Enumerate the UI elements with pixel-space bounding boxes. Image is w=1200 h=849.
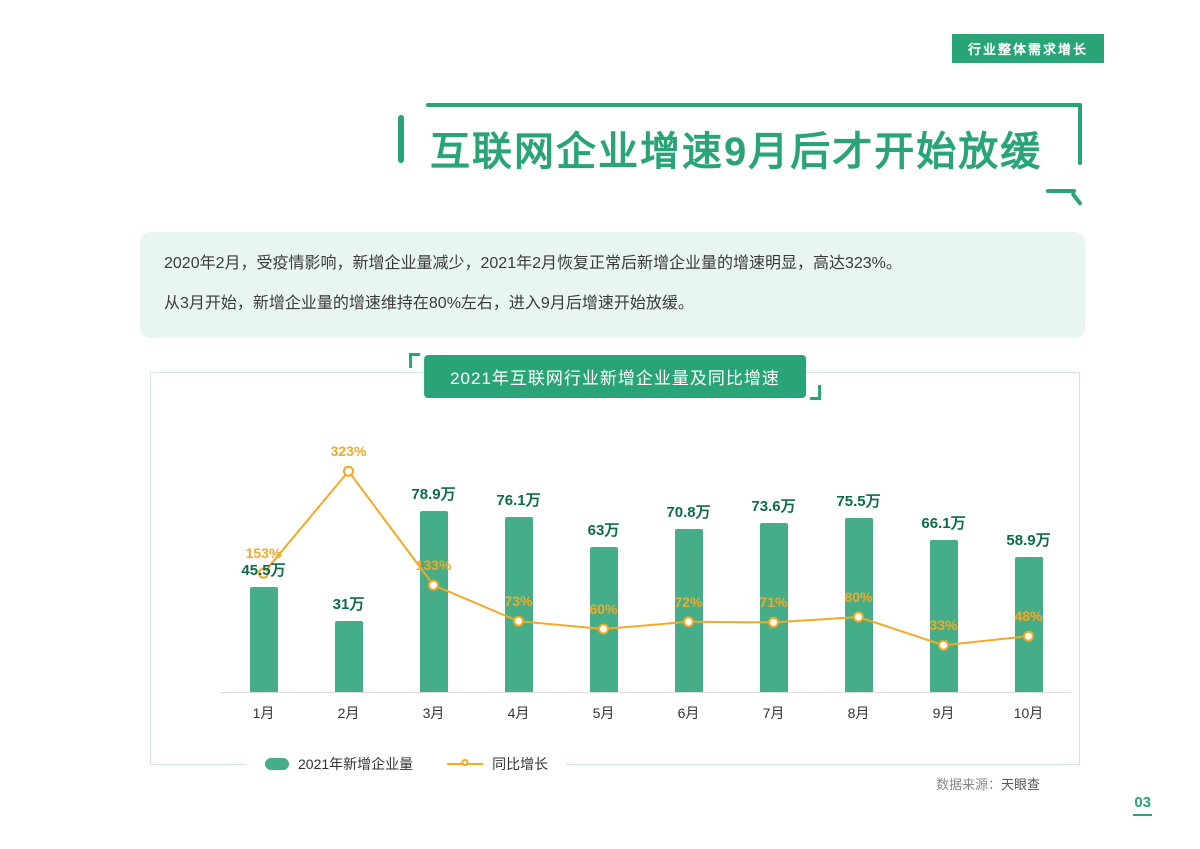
bar-month-6 <box>674 529 703 692</box>
bar-value-label: 76.1万 <box>496 491 541 509</box>
x-axis-label: 3月 <box>422 705 445 721</box>
growth-value-label: 72% <box>674 593 703 610</box>
x-axis-label: 2月 <box>337 705 360 721</box>
bar-value-label: 66.1万 <box>921 514 966 532</box>
page-title: 互联网企业增速9月后才开始放缓 <box>430 130 1043 174</box>
bar-month-5 <box>589 547 618 692</box>
growth-value-label: 73% <box>504 593 533 610</box>
bar-swatch-icon <box>265 758 289 770</box>
x-axis-label: 7月 <box>762 705 785 721</box>
title-decoration-bottom-line <box>1046 189 1076 193</box>
chart-title: 2021年互联网行业新增企业量及同比增速 <box>409 353 821 400</box>
bar-month-3 <box>419 510 448 692</box>
growth-value-label: 33% <box>929 617 958 634</box>
chart-legend: 2021年新增企业量 同比增长 <box>247 753 567 775</box>
title-decoration-top-line <box>426 103 1080 107</box>
growth-value-label: 133% <box>415 557 452 574</box>
data-source-label: 数据来源： <box>935 777 1001 792</box>
x-axis-label: 5月 <box>592 705 615 721</box>
page-number: 03 <box>1133 794 1152 816</box>
bar-value-label: 78.9万 <box>411 485 456 503</box>
section-badge: 行业整体需求增长 <box>951 34 1104 63</box>
line-swatch-icon <box>447 759 484 766</box>
legend-line-label: 同比增长 <box>492 756 549 772</box>
title-decoration-tail <box>1070 191 1083 207</box>
bar-value-label: 73.6万 <box>751 497 796 515</box>
data-source-value: 天眼查 <box>1000 777 1040 792</box>
bar-value-label: 70.8万 <box>666 504 711 522</box>
plot-area: 45.5万 153% 31万 323% 78.9万 133% 76.1万 73% 63万 60% 7… <box>221 428 1071 693</box>
x-axis-label: 4月 <box>507 705 530 721</box>
bar-month-8 <box>844 518 873 692</box>
summary-line-1: 2020年2月，受疫情影响，新增企业量减少，2021年2月恢复正常后新增企业量的… <box>164 255 902 272</box>
summary-box: 2020年2月，受疫情影响，新增企业量减少，2021年2月恢复正常后新增企业量的… <box>140 232 1085 338</box>
legend-bar-label: 2021年新增企业量 <box>298 756 414 772</box>
growth-value-label: 48% <box>1014 608 1043 625</box>
bar-month-1 <box>249 587 278 692</box>
growth-value-label: 153% <box>245 545 282 562</box>
x-axis-label: 9月 <box>932 705 955 721</box>
bar-value-label: 31万 <box>332 595 365 613</box>
growth-value-label: 80% <box>844 589 873 605</box>
legend-item-line: 同比增长 <box>447 754 548 774</box>
summary-line-2: 从3月开始，新增企业量的增速维持在80%左右，进入9月后增速开始放缓。 <box>164 295 694 312</box>
data-source: 数据来源：天眼查 <box>936 774 1040 793</box>
bar-value-label: 45.5万 <box>241 562 286 580</box>
chart-card: 2021年互联网行业新增企业量及同比增速 45.5万 153% 31万 323% 78.… <box>150 353 1080 775</box>
bar-month-2 <box>334 620 363 692</box>
title-block: 互联网企业增速9月后才开始放缓 <box>390 103 1083 213</box>
bar-value-label: 63万 <box>587 522 620 540</box>
title-decoration-left-tick-icon <box>398 115 404 163</box>
line-marker-icon <box>461 759 469 766</box>
x-axis-label: 6月 <box>677 705 700 721</box>
line-point <box>343 465 354 477</box>
x-axis-label: 10月 <box>1013 705 1044 721</box>
x-axis-label: 8月 <box>847 705 870 721</box>
legend-item-bars: 2021年新增企业量 <box>265 754 413 774</box>
bar-value-label: 58.9万 <box>1006 531 1051 549</box>
x-axis-label: 1月 <box>252 705 275 721</box>
bar-value-label: 75.5万 <box>836 493 881 511</box>
growth-value-label: 60% <box>589 601 618 617</box>
x-axis-labels: 1月 2月 3月 4月 5月 6月 7月 8月 9月 10月 <box>221 703 1071 723</box>
growth-value-label: 71% <box>759 594 788 611</box>
title-decoration-right-line <box>1078 103 1082 165</box>
bar-month-9 <box>929 539 958 692</box>
growth-value-label: 323% <box>330 443 367 460</box>
bar-month-10 <box>1014 556 1043 692</box>
